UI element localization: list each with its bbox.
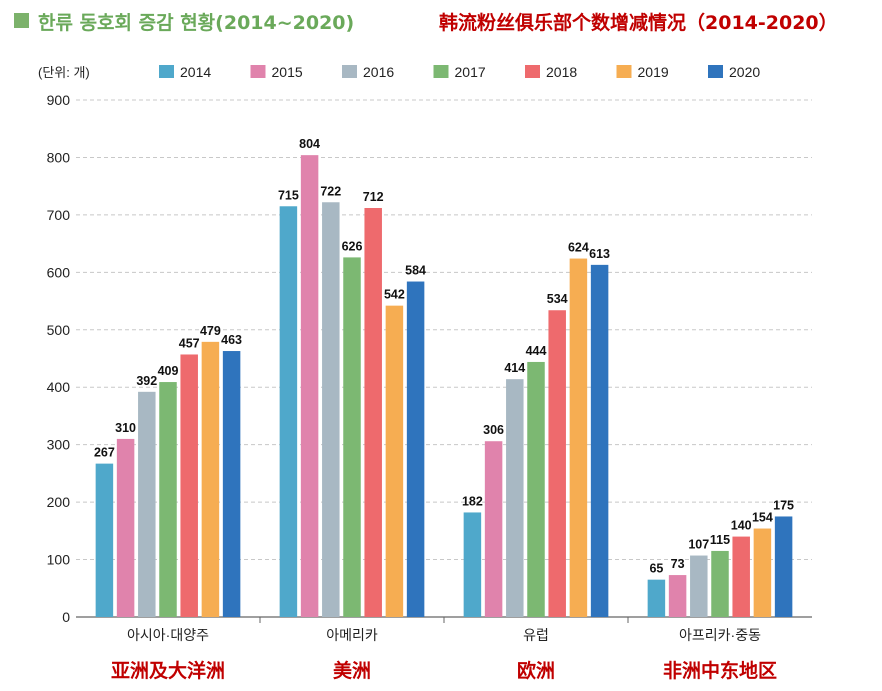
bar	[343, 257, 361, 617]
legend-label: 2018	[546, 64, 577, 80]
y-tick-label: 100	[47, 552, 71, 568]
data-label: 626	[342, 239, 363, 253]
y-tick-label: 900	[47, 92, 71, 108]
data-label: 463	[221, 333, 242, 347]
data-label: 457	[179, 336, 200, 350]
data-label: 414	[504, 361, 525, 375]
x-category-label: 아프리카·중동	[679, 627, 761, 643]
y-tick-label: 500	[47, 322, 71, 338]
bar	[690, 555, 708, 617]
bar	[406, 281, 425, 617]
data-label: 140	[731, 519, 752, 533]
unit-label: (단위: 개)	[38, 65, 90, 80]
data-label: 107	[688, 538, 709, 552]
data-label: 73	[671, 557, 685, 571]
title-square-icon	[14, 13, 29, 28]
data-label: 392	[136, 374, 157, 388]
bar	[668, 575, 687, 617]
legend-swatch	[159, 65, 174, 78]
bar	[732, 536, 750, 617]
legend-swatch	[342, 65, 357, 78]
x-category-label: 유럽	[523, 627, 549, 643]
data-label: 154	[752, 511, 773, 525]
legend-label: 2017	[455, 64, 486, 80]
chart-title-row: 한류 동호회 증감 현황(2014~2020) 韩流粉丝俱乐部个数增减情况（20…	[14, 6, 874, 36]
bar	[95, 463, 114, 617]
x-category-label: 아메리카	[326, 627, 378, 643]
bar	[222, 351, 241, 617]
legend-swatch	[708, 65, 723, 78]
data-label: 584	[405, 264, 426, 278]
chart-title-korean: 한류 동호회 증감 현황(2014~2020)	[38, 12, 355, 34]
chart-title-chinese: 韩流粉丝俱乐部个数增减情况（2014-2020）	[439, 12, 838, 34]
data-label: 534	[547, 292, 568, 306]
y-tick-label: 300	[47, 437, 71, 453]
bar	[569, 258, 588, 617]
y-tick-label: 700	[47, 207, 71, 223]
bar	[463, 512, 482, 617]
data-label: 715	[278, 188, 299, 202]
bar	[364, 207, 382, 618]
data-label: 409	[158, 364, 179, 378]
data-label: 267	[94, 446, 115, 460]
data-label: 613	[589, 247, 610, 261]
bar	[116, 438, 135, 617]
bar	[385, 305, 404, 617]
y-tick-label: 200	[47, 494, 71, 510]
data-label: 115	[710, 533, 730, 547]
bar	[753, 528, 772, 617]
data-label: 182	[462, 494, 483, 508]
data-label: 444	[526, 344, 547, 358]
bar	[201, 341, 220, 617]
data-label: 310	[115, 421, 136, 435]
bar	[506, 379, 524, 617]
data-label: 542	[384, 288, 405, 302]
data-label: 624	[568, 241, 589, 255]
y-tick-label: 600	[47, 264, 71, 280]
legend-swatch	[250, 65, 266, 78]
data-label: 175	[773, 498, 794, 512]
data-label: 306	[483, 423, 504, 437]
bar	[300, 155, 319, 617]
y-tick-label: 800	[47, 149, 71, 165]
x-category-translation: 非洲中东地区	[663, 659, 777, 682]
data-label: 722	[320, 184, 341, 198]
bar	[548, 310, 566, 617]
bar	[484, 441, 503, 617]
legend-label: 2020	[729, 64, 760, 80]
legend-label: 2019	[638, 64, 669, 80]
bar	[322, 202, 340, 618]
bar	[647, 579, 666, 617]
legend-swatch	[433, 65, 449, 78]
data-label: 804	[299, 137, 320, 151]
legend-label: 2016	[363, 64, 394, 80]
data-label: 712	[363, 190, 384, 204]
legend-label: 2015	[272, 64, 303, 80]
y-tick-label: 0	[62, 609, 70, 625]
bar	[180, 354, 198, 617]
bar	[159, 382, 177, 617]
bar	[590, 264, 609, 617]
x-category-translation: 亚洲及大洋洲	[111, 659, 225, 682]
x-category-translation: 欧洲	[517, 659, 555, 682]
bar	[711, 550, 729, 617]
legend-label: 2014	[180, 64, 211, 80]
bar	[138, 391, 156, 617]
bar	[279, 206, 298, 617]
data-label: 65	[649, 562, 663, 576]
bar	[774, 516, 793, 617]
data-label: 479	[200, 324, 221, 338]
y-tick-label: 400	[47, 379, 71, 395]
bar	[527, 361, 545, 617]
legend-swatch	[616, 65, 632, 78]
x-category-label: 아시아·대양주	[127, 627, 209, 643]
legend-swatch	[525, 65, 540, 78]
x-category-translation: 美洲	[333, 659, 371, 682]
